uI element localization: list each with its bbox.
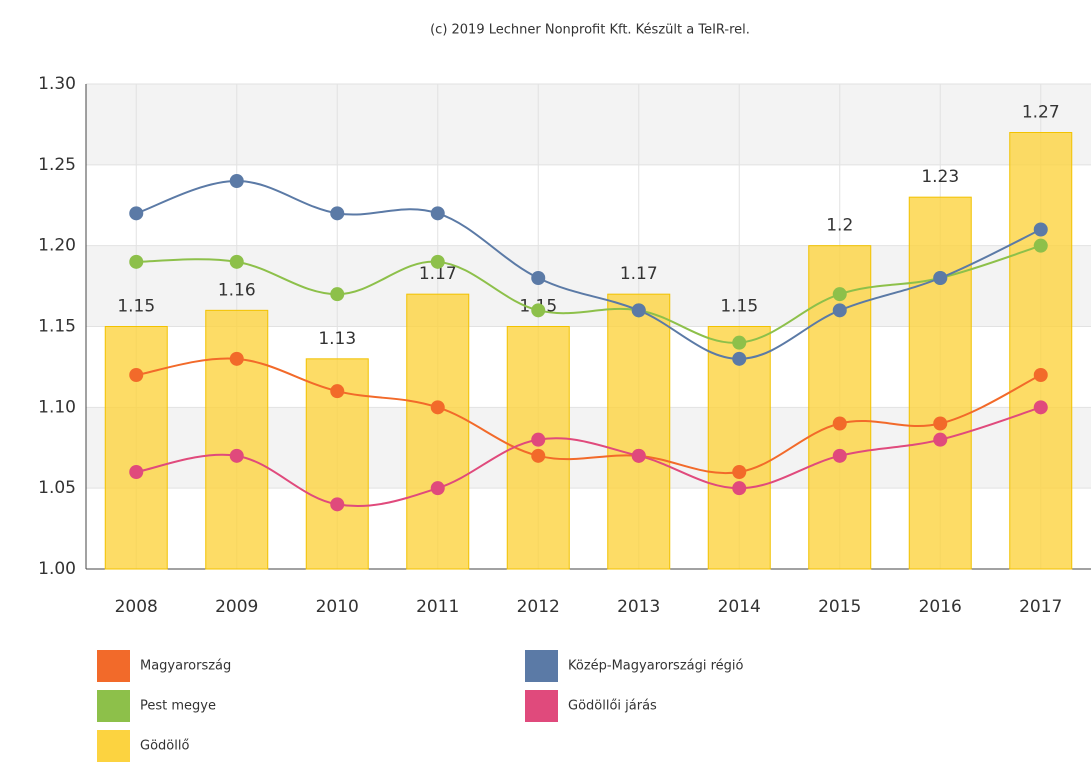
point [330,287,345,302]
data-label: 1.15 [117,297,155,317]
legend-swatch [97,650,130,682]
x-tick-label: 2011 [416,597,459,617]
point [832,416,847,431]
point [430,400,445,415]
data-label: 1.27 [1022,103,1060,123]
point [933,271,948,285]
point [631,448,646,463]
data-label: 1.16 [218,280,256,300]
x-tick-label: 2008 [115,597,158,617]
point [933,416,948,431]
bar [707,326,771,570]
point [330,497,345,512]
point [129,206,144,221]
point [229,448,244,463]
point [1033,400,1048,415]
point [732,465,747,479]
y-tick-label: 1.25 [38,155,76,175]
point [129,368,144,382]
point [129,254,144,269]
legend-swatch [97,730,130,762]
point [832,287,847,302]
point [631,303,646,318]
legend-label: Közép-Magyarországi régió [568,659,744,674]
x-tick-label: 2017 [1019,597,1062,617]
legend-swatch [525,690,558,722]
point [1033,368,1048,382]
bar [607,293,671,570]
legend-swatch [97,690,130,722]
chart-subtitle: (c) 2019 Lechner Nonprofit Kft. Készült … [430,23,750,38]
data-label: 1.17 [620,264,658,284]
point [531,432,546,447]
series-line [136,357,1042,475]
point [1033,222,1048,237]
x-tick-label: 2009 [215,597,258,617]
legend-label: Gödöllő [140,739,189,754]
series-line [136,406,1042,507]
x-tick-label: 2012 [517,597,560,617]
point [531,271,546,285]
series-line [136,244,1042,344]
point [732,335,747,350]
data-label: 1.15 [720,297,758,317]
bar [1009,132,1073,570]
bar [406,293,470,570]
y-tick-label: 1.15 [38,317,76,337]
legend-label: Pest megye [140,699,216,714]
point [430,481,445,496]
bar [205,309,269,570]
y-tick-label: 1.00 [38,559,76,579]
series-line [135,179,1042,360]
point [933,432,948,447]
data-label: 1.13 [318,329,356,349]
bar [908,196,972,570]
data-label: 1.23 [921,167,959,187]
x-tick-label: 2015 [818,597,861,617]
point [129,465,144,479]
x-tick-label: 2013 [617,597,660,617]
point [732,481,747,496]
point [832,448,847,463]
y-tick-label: 1.20 [38,236,76,256]
x-tick-label: 2016 [919,597,962,617]
point [229,351,244,366]
point [229,174,244,188]
point [531,448,546,463]
legend-swatch [525,650,558,682]
legend-label: Gödöllői járás [568,699,657,714]
y-tick-label: 1.10 [38,397,76,417]
point [229,254,244,269]
data-label: 1.2 [826,216,853,236]
point [531,303,546,318]
point [330,206,345,221]
bar [104,326,168,570]
grid-band [86,84,1091,165]
x-tick-label: 2014 [718,597,761,617]
y-tick-label: 1.30 [38,74,76,94]
point [330,384,345,399]
legend-label: Magyarország [140,659,231,674]
data-label: 1.17 [419,264,457,284]
x-tick-label: 2010 [316,597,359,617]
point [732,351,747,366]
point [832,303,847,318]
point [430,254,445,269]
y-tick-label: 1.05 [38,478,76,498]
point [430,206,445,221]
point [1033,238,1048,253]
